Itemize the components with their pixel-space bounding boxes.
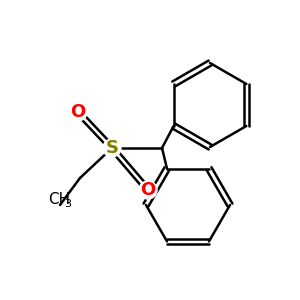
Circle shape bbox=[103, 139, 121, 157]
Text: CH: CH bbox=[48, 193, 70, 208]
Text: O: O bbox=[70, 103, 86, 121]
Text: O: O bbox=[140, 181, 156, 199]
Text: 3: 3 bbox=[64, 199, 71, 209]
Circle shape bbox=[69, 103, 87, 121]
Text: S: S bbox=[106, 139, 118, 157]
Circle shape bbox=[139, 181, 157, 199]
